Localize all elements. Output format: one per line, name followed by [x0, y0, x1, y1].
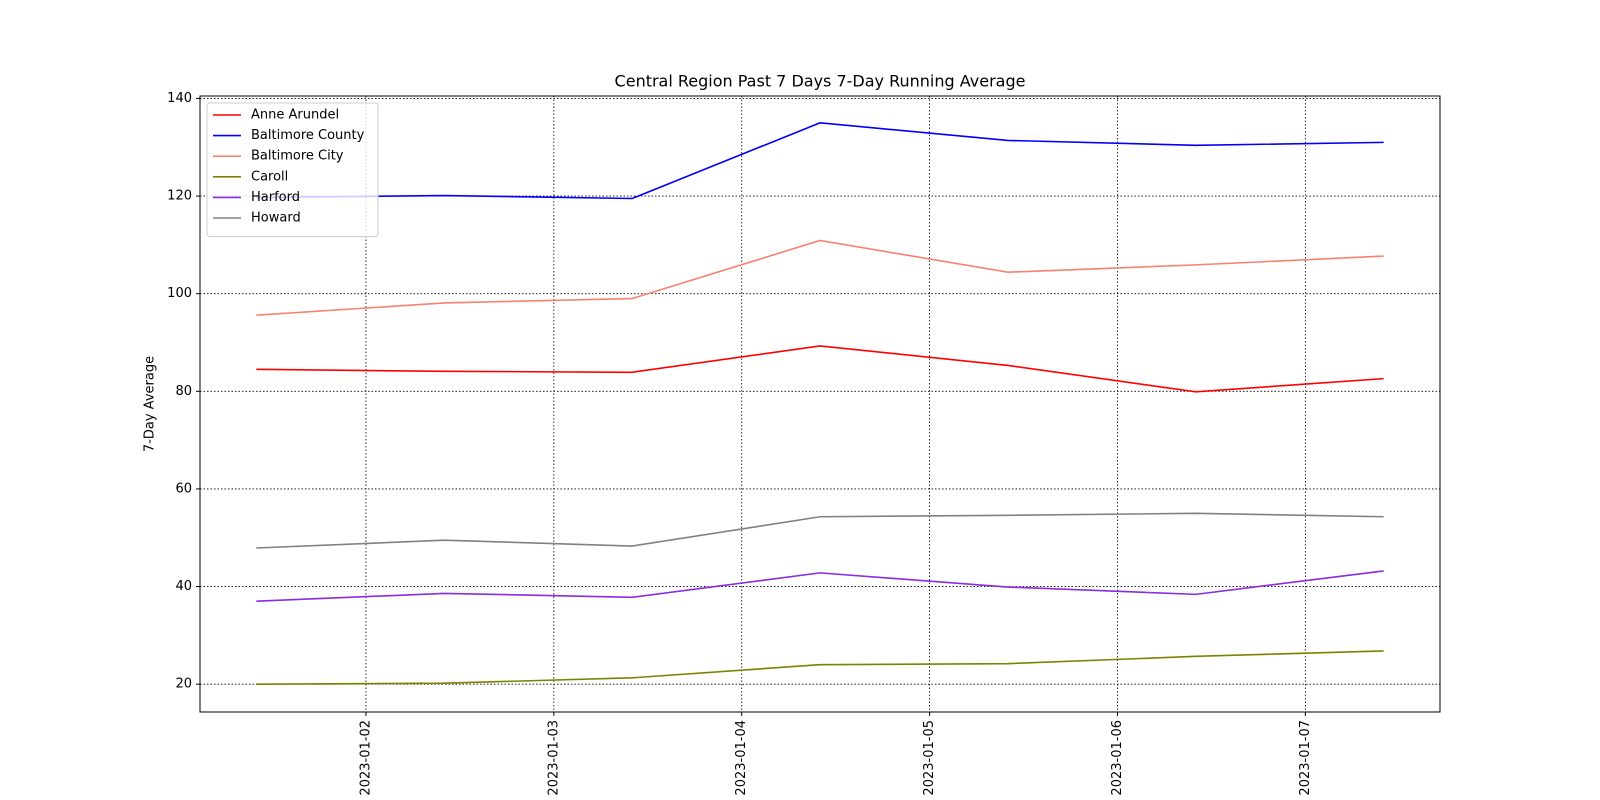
chart-title: Central Region Past 7 Days 7-Day Running…: [615, 72, 1026, 91]
x-tick-label: 2023-01-04: [734, 720, 749, 796]
series-line: [256, 122, 1384, 200]
y-tick-label: 100: [167, 286, 192, 301]
series-line: [256, 239, 1384, 316]
legend-box: [206, 102, 379, 238]
x-tick-label: 2023-01-05: [922, 720, 937, 796]
y-tick-label: 80: [175, 384, 192, 399]
series-line: [256, 650, 1384, 685]
series-line: [256, 570, 1384, 602]
legend-label: Harford: [251, 190, 300, 205]
x-tick-label: 2023-01-02: [358, 720, 373, 796]
y-tick-label: 20: [175, 677, 192, 692]
y-tick-label: 140: [167, 91, 192, 106]
x-tick-label: 2023-01-06: [1110, 720, 1125, 796]
y-axis-label: 7-Day Average: [143, 356, 158, 452]
legend-label: Anne Arundel: [251, 108, 339, 123]
legend-label: Caroll: [251, 169, 288, 184]
series-line: [256, 512, 1384, 549]
x-tick-label: 2023-01-07: [1298, 720, 1313, 796]
y-tick-label: 60: [175, 481, 192, 496]
legend-label: Baltimore City: [251, 149, 344, 164]
x-tick-label: 2023-01-03: [546, 720, 561, 796]
series-line: [256, 345, 1384, 393]
legend-label: Howard: [251, 211, 301, 226]
y-tick-label: 120: [167, 189, 192, 204]
y-tick-label: 40: [175, 579, 192, 594]
legend-label: Baltimore County: [251, 128, 365, 143]
plot-frame: [199, 95, 1441, 713]
